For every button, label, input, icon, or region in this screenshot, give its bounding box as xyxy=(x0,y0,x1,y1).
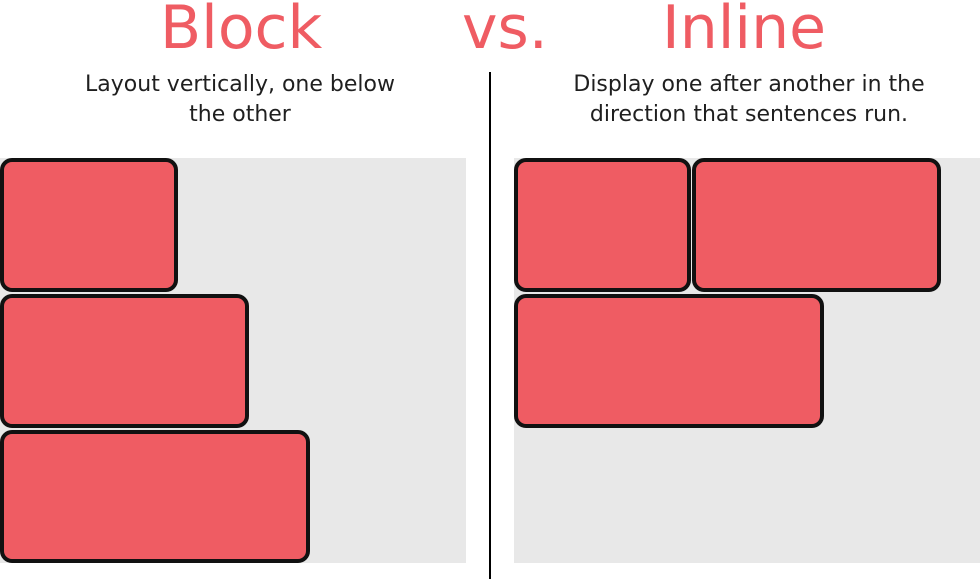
block-box-1 xyxy=(0,158,178,292)
block-title: Block xyxy=(160,0,323,63)
inline-box-1 xyxy=(514,158,691,292)
block-description-line-1: Layout vertically, one below xyxy=(85,72,395,97)
inline-description-line-1: Display one after another in the xyxy=(573,72,925,97)
center-divider xyxy=(489,72,491,579)
inline-title: Inline xyxy=(662,0,827,63)
block-box-3 xyxy=(0,430,310,563)
inline-description-line-2: direction that sentences run. xyxy=(589,102,909,127)
inline-box-3 xyxy=(514,294,824,428)
block-description-line-2: the other xyxy=(189,102,291,127)
block-box-2 xyxy=(0,294,249,428)
vs-label: vs. xyxy=(462,0,548,63)
block-description: Layout vertically, one below the other xyxy=(40,70,440,130)
inline-description: Display one after another in the directi… xyxy=(520,70,978,130)
inline-box-2 xyxy=(692,158,941,292)
